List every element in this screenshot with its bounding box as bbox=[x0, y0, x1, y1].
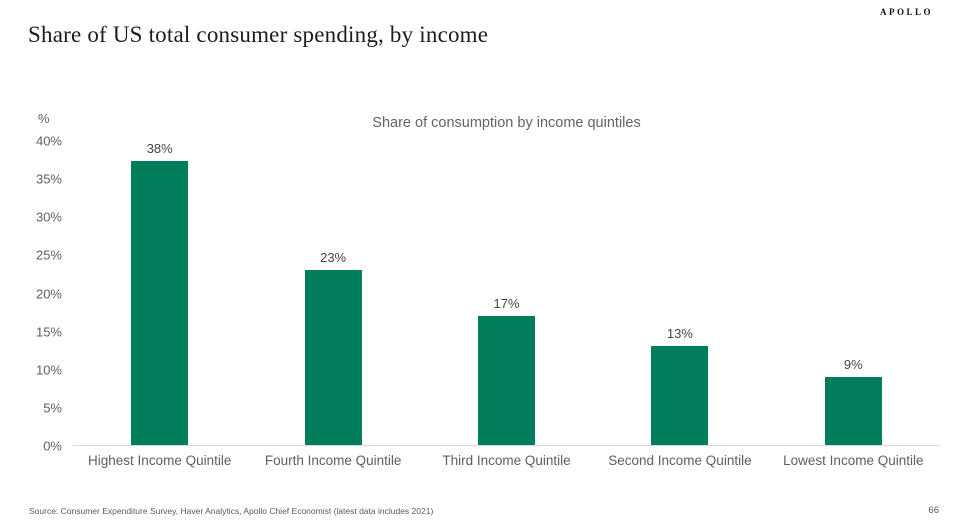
x-axis-label: Third Income Quintile bbox=[442, 453, 571, 468]
bar-slot: 13% bbox=[593, 141, 766, 445]
bar-data-label: 38% bbox=[146, 141, 173, 156]
y-axis-tick-label: 30% bbox=[35, 209, 62, 225]
apollo-logo: APOLLO bbox=[879, 7, 933, 17]
plot-area: 38% 23% 17% 13% 9% bbox=[73, 141, 940, 446]
x-axis-label: Lowest Income Quintile bbox=[783, 453, 924, 468]
x-axis-label: Fourth Income Quintile bbox=[264, 453, 402, 468]
y-axis-tick-label: 10% bbox=[35, 362, 62, 378]
bar bbox=[651, 346, 709, 445]
bar-slot: 38% bbox=[73, 141, 246, 445]
y-axis-unit-label: % bbox=[38, 111, 50, 126]
source-note: Source: Consumer Expenditure Survey, Hav… bbox=[29, 506, 434, 516]
bar-chart: Share of consumption by income quintiles… bbox=[30, 105, 955, 477]
page-number: 66 bbox=[928, 505, 939, 516]
bar-data-label: 9% bbox=[843, 356, 863, 372]
y-axis-tick-label: 20% bbox=[35, 286, 62, 301]
slide-title: Share of US total consumer spending, by … bbox=[28, 22, 489, 47]
bar-data-label: 17% bbox=[493, 295, 520, 311]
bar bbox=[131, 161, 189, 445]
x-axis: Highest Income Quintile Fourth Income Qui… bbox=[73, 453, 940, 468]
y-axis-tick-label: 40% bbox=[35, 133, 62, 149]
bar bbox=[304, 270, 362, 445]
bar-slot: 9% bbox=[767, 141, 940, 445]
y-axis-tick-label: 35% bbox=[35, 171, 62, 187]
y-axis-tick-label: 0% bbox=[43, 438, 62, 454]
bar bbox=[824, 376, 882, 445]
x-axis-label: Highest Income Quintile bbox=[88, 453, 232, 468]
chart-title: Share of consumption by income quintiles bbox=[372, 115, 641, 131]
bar-data-label: 23% bbox=[320, 250, 347, 266]
bar-data-label: 13% bbox=[666, 326, 693, 342]
y-axis-tick-label: 5% bbox=[43, 400, 62, 416]
bar-slot: 23% bbox=[246, 141, 419, 445]
x-axis-label: Second Income Quintile bbox=[608, 453, 752, 468]
bar-slot: 17% bbox=[420, 141, 593, 445]
y-axis-tick-label: 25% bbox=[35, 247, 62, 263]
y-axis: 40% 35% 30% 25% 20% 15% 10% 5% 0% bbox=[30, 134, 62, 454]
bar bbox=[478, 315, 536, 445]
y-axis-tick-label: 15% bbox=[35, 324, 62, 340]
